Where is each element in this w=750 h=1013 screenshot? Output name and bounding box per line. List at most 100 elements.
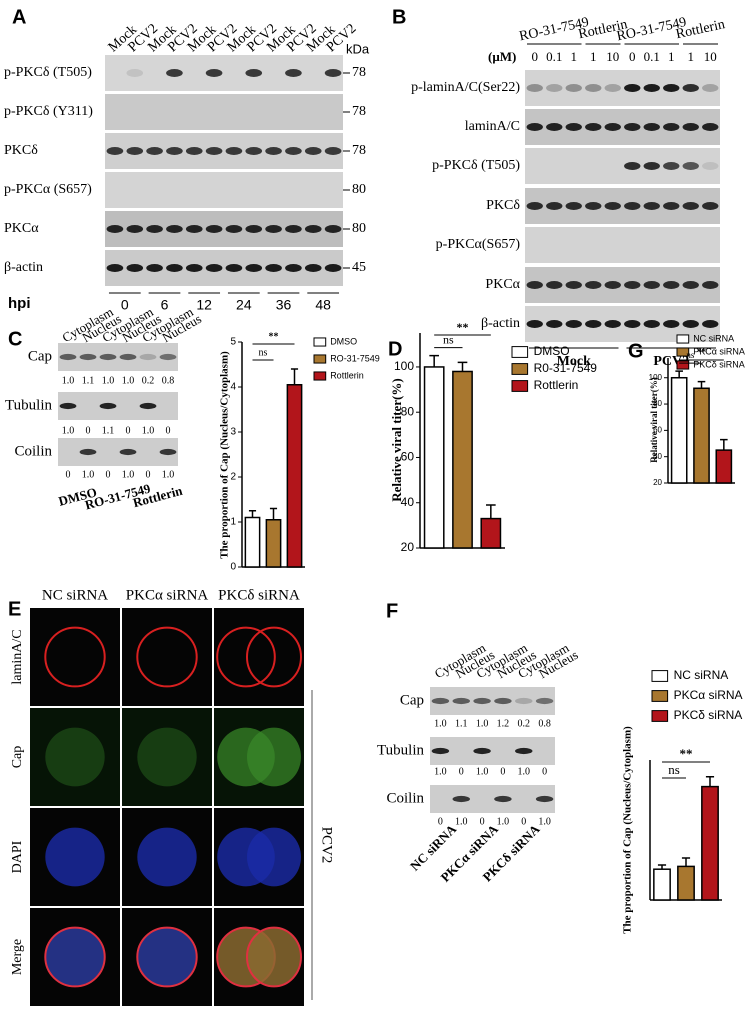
band — [604, 123, 621, 131]
error-bar — [269, 507, 278, 520]
band — [526, 320, 543, 328]
blot — [430, 785, 555, 813]
label: 0.8 — [538, 718, 551, 729]
label: 0 — [121, 297, 129, 313]
micrograph — [122, 608, 212, 706]
label: 1.0 — [122, 469, 135, 480]
band — [106, 264, 124, 272]
label: 24 — [236, 297, 252, 313]
label: 0.1 — [546, 49, 562, 64]
band — [604, 84, 621, 92]
label: Merge — [10, 939, 25, 975]
label: 0 — [230, 562, 236, 573]
cell — [216, 626, 276, 688]
label: 80 — [401, 404, 415, 418]
band — [526, 123, 543, 131]
band — [535, 697, 554, 705]
label: 78 — [352, 143, 366, 158]
band — [565, 281, 582, 289]
band — [304, 225, 322, 233]
label: 1 — [688, 49, 695, 64]
label: 0 — [438, 816, 443, 827]
band — [431, 697, 450, 705]
band — [225, 264, 243, 272]
band — [682, 320, 699, 328]
label: 0 — [500, 766, 505, 777]
band — [265, 225, 282, 233]
label: 0 — [521, 816, 526, 827]
label: 0 — [480, 816, 485, 827]
band — [624, 123, 641, 131]
band — [702, 123, 719, 131]
label: 1.0 — [518, 766, 531, 777]
cell — [45, 727, 105, 787]
label: 1.0 — [102, 375, 115, 386]
error-bar — [657, 864, 667, 870]
legend-swatch — [651, 690, 669, 702]
band — [245, 264, 263, 272]
label: 1.0 — [122, 375, 135, 386]
label: ** — [269, 331, 279, 342]
band — [526, 84, 543, 92]
band — [146, 147, 163, 155]
label: DAPI — [10, 840, 25, 873]
label: 0 — [146, 469, 151, 480]
bar — [244, 516, 261, 568]
label: 100 — [394, 359, 414, 373]
error-bar — [248, 510, 257, 518]
label: β-actin — [481, 316, 520, 331]
label: DMSO — [330, 336, 357, 346]
label: ** — [680, 746, 693, 761]
label: p-PKCδ (Y311) — [4, 104, 93, 119]
label: 1.0 — [434, 718, 447, 729]
label: Cap — [28, 348, 52, 364]
label: 0 — [629, 49, 636, 64]
label: The proportion of Cap (Nucleus/Cytoplasm… — [622, 726, 634, 934]
band — [565, 84, 582, 92]
band — [79, 353, 97, 361]
label: 0.2 — [142, 375, 155, 386]
label: 1.2 — [497, 718, 510, 729]
legend-swatch — [511, 346, 529, 358]
label: 80 — [352, 182, 366, 197]
band — [624, 84, 641, 92]
band — [126, 225, 144, 233]
label: 40 — [401, 495, 415, 509]
legend-swatch — [651, 710, 669, 722]
label: laminA/C — [465, 119, 520, 134]
band — [119, 353, 137, 361]
band — [159, 353, 177, 361]
band — [225, 147, 243, 155]
label: 0.1 — [644, 49, 660, 64]
band — [265, 147, 282, 155]
label: (μM) — [488, 49, 516, 64]
label: Coilin — [386, 790, 424, 806]
label: 78 — [352, 65, 366, 80]
label: PKCδ siRNA — [218, 587, 300, 603]
bar — [423, 366, 445, 549]
label: PKCδ siRNA — [674, 708, 743, 722]
band — [546, 84, 563, 92]
label: C — [8, 328, 22, 350]
bar — [480, 517, 502, 549]
band — [643, 202, 660, 210]
band — [702, 84, 719, 92]
band — [585, 202, 602, 210]
label: 1.1 — [82, 375, 95, 386]
band — [624, 281, 641, 289]
label: 1 — [590, 49, 597, 64]
label: 6 — [161, 297, 169, 313]
label: ns — [259, 347, 268, 358]
band — [702, 202, 719, 210]
label: PKCδ — [4, 143, 38, 158]
band — [473, 747, 491, 755]
band — [79, 448, 97, 456]
label: 0 — [66, 469, 71, 480]
band — [585, 281, 602, 289]
band — [624, 202, 641, 210]
band — [643, 162, 660, 170]
band — [515, 697, 533, 705]
label: 45 — [352, 260, 366, 275]
band — [546, 123, 563, 131]
blot — [430, 737, 555, 765]
